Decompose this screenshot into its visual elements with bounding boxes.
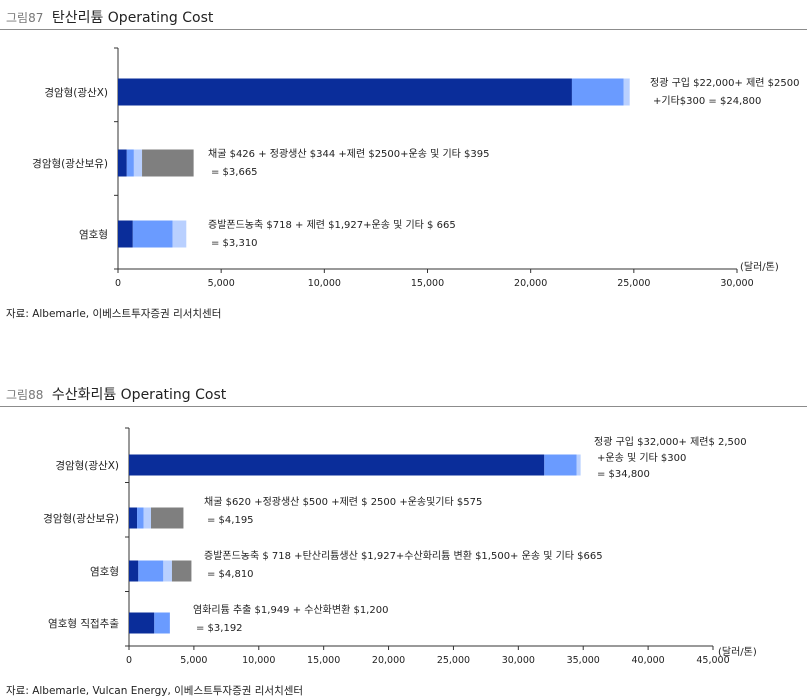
bar-segment-dark-blue — [129, 560, 139, 582]
x-tick-label: 10,000 — [242, 655, 275, 666]
x-tick-label: 20,000 — [372, 655, 405, 666]
category-label: 염호형 직접추출 — [48, 618, 119, 630]
x-tick-label: 45,000 — [696, 655, 729, 666]
bar-annotation: 정광 구입 $22,000+ 제련 $2500 — [650, 76, 799, 89]
bar-annotation: +운송 및 기타 $300 — [597, 452, 686, 464]
bar-segment-dark-blue — [129, 507, 138, 529]
x-tick-label: 5,000 — [180, 655, 207, 666]
bar-segment-pale-blue — [133, 149, 143, 177]
bar-annotation: 채굴 $620 +정광생산 $500 +제련 $ 2500 +운송및기타 $57… — [204, 496, 482, 508]
figure-title-text: 탄산리튬 Operating Cost — [51, 10, 214, 26]
x-tick-label: 25,000 — [437, 655, 470, 666]
bar-segment-pale-blue — [172, 220, 187, 248]
chart-lithium-carbonate-cost: 0 5,000 10,000 15,000 20,000 25,000 30,000 (달러/… — [32, 47, 799, 289]
bar-annotation: = $3,192 — [196, 623, 243, 634]
source-note: 자료: Albemarle, 이베스트투자증권 리서치센터 — [6, 308, 222, 320]
category-label: 경암형(광산X) — [44, 86, 108, 99]
bar-segment-dark-blue — [129, 612, 155, 634]
bar-segment-pale-blue — [576, 454, 581, 476]
unit-label: (달러/톤) — [718, 646, 757, 658]
category-label: 염호형 — [90, 566, 119, 578]
unit-label: (달러/톤) — [740, 261, 779, 273]
x-tick-label: 15,000 — [411, 278, 444, 289]
bar-segment-pale-blue — [143, 507, 151, 529]
category-label: 염호형 — [79, 229, 108, 241]
bar-annotation: = $3,310 — [211, 238, 258, 249]
category-label: 경암형(광산보유) — [32, 157, 108, 170]
bar-annotation: 증발폰드농축 $ 718 +탄산리튬생산 $1,927+수산화리튬 변환 $1,… — [204, 550, 603, 562]
bar-segment-light-blue — [154, 612, 170, 634]
bar-segment-pale-blue — [163, 560, 172, 582]
bar-annotation: 염화리튬 추출 $1,949 + 수산화변환 $1,200 — [193, 604, 388, 616]
x-tick-label: 25,000 — [617, 278, 650, 289]
bar-segment-pale-blue — [623, 78, 630, 106]
bar-segment-gray — [142, 149, 194, 177]
bar-annotation: 증발폰드농축 $718 + 제련 $1,927+운송 및 기타 $ 665 — [208, 219, 456, 231]
figure-title-text: 수산화리튬 Operating Cost — [51, 387, 227, 403]
bar-segment-light-blue — [544, 454, 577, 476]
bar-annotation: +기타$300 = $24,800 — [653, 95, 761, 107]
x-tick-label: 30,000 — [502, 655, 535, 666]
x-tick-label: 15,000 — [307, 655, 340, 666]
bar-segment-dark-blue — [118, 78, 572, 106]
x-tick-label: 10,000 — [308, 278, 341, 289]
x-tick-label: 35,000 — [567, 655, 600, 666]
bar-segment-gray — [150, 507, 184, 529]
x-tick-label: 5,000 — [208, 278, 235, 289]
title-rule — [0, 406, 807, 407]
title-rule — [0, 29, 807, 30]
bar-segment-dark-blue — [118, 220, 133, 248]
bar-annotation: = $34,800 — [597, 469, 650, 480]
bar-segment-light-blue — [137, 507, 144, 529]
x-tick-label: 0 — [126, 655, 132, 666]
figure-title-88: 그림88 수산화리튬 Operating Cost — [6, 384, 226, 404]
source-note: 자료: Albemarle, Vulcan Energy, 이베스트투자증권 리… — [6, 685, 304, 697]
bar-segment-light-blue — [126, 149, 134, 177]
x-tick-label: 20,000 — [514, 278, 547, 289]
figure-title-87: 그림87 탄산리튬 Operating Cost — [6, 7, 213, 27]
category-label: 경암형(광산X) — [55, 459, 119, 472]
bar-annotation: = $3,665 — [211, 167, 258, 178]
bar-segment-gray — [171, 560, 192, 582]
bar-annotation: 정광 구입 $32,000+ 제련$ 2,500 — [594, 435, 747, 448]
figure-number: 그림88 — [6, 388, 44, 402]
figure-number: 그림87 — [6, 11, 44, 25]
category-label: 경암형(광산보유) — [43, 512, 119, 525]
bar-segment-light-blue — [132, 220, 173, 248]
x-tick-label: 40,000 — [631, 655, 664, 666]
bar-segment-dark-blue — [129, 454, 545, 476]
bar-segment-light-blue — [571, 78, 624, 106]
bar-annotation: = $4,195 — [207, 515, 254, 526]
x-tick-label: 0 — [115, 278, 121, 289]
bar-annotation: 채굴 $426 + 정광생산 $344 +제련 $2500+운송 및 기타 $3… — [208, 148, 490, 160]
bar-segment-light-blue — [138, 560, 164, 582]
x-tick-label: 30,000 — [720, 278, 753, 289]
bar-segment-dark-blue — [118, 149, 127, 177]
bar-annotation: = $4,810 — [207, 569, 254, 580]
